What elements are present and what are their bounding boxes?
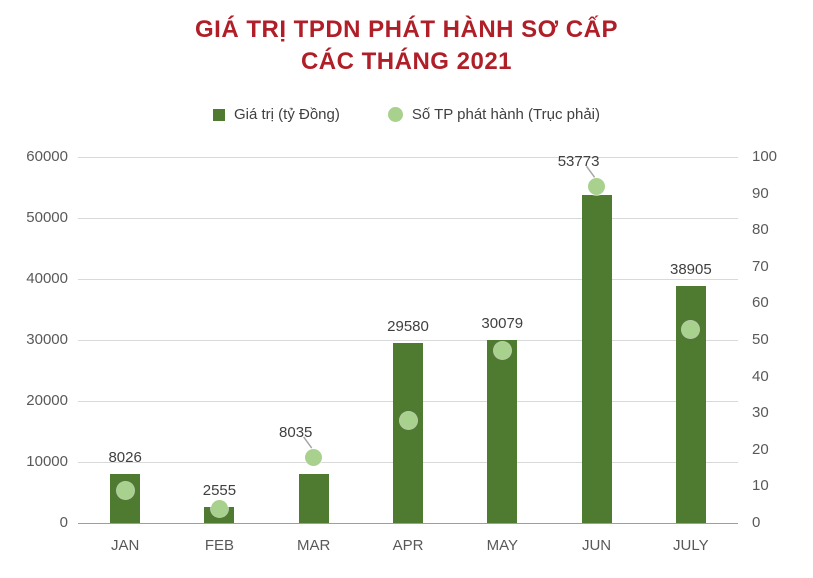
legend-item-bar-series: Giá trị (tỷ Đồng) bbox=[212, 106, 340, 123]
data-point-dot bbox=[493, 342, 511, 360]
legend: Giá trị (tỷ Đồng) Số TP phát hành (Trục … bbox=[0, 106, 813, 123]
left-axis-tick-label: 10000 bbox=[26, 453, 68, 470]
left-axis-tick-label: 30000 bbox=[26, 331, 68, 348]
bar-value-label: 53773 bbox=[557, 153, 600, 171]
right-axis-tick-label: 50 bbox=[752, 331, 769, 348]
right-axis-tick-label: 60 bbox=[752, 294, 769, 312]
right-axis-tick-label: 30 bbox=[752, 404, 769, 422]
bar-value-label: 29580 bbox=[387, 317, 429, 335]
x-axis-baseline bbox=[78, 523, 738, 524]
data-point-dot bbox=[305, 448, 323, 466]
right-axis-tick-label: 70 bbox=[752, 257, 769, 275]
right-axis-tick-label: 40 bbox=[752, 367, 769, 385]
x-axis-category-label: FEB bbox=[204, 537, 235, 554]
bar bbox=[393, 342, 423, 523]
bar bbox=[581, 194, 612, 523]
right-axis-tick-label: 20 bbox=[752, 440, 769, 458]
right-axis-tick-label: 10 bbox=[752, 477, 769, 495]
x-axis-category-label: MAY bbox=[486, 537, 518, 554]
right-axis-tick-label: 90 bbox=[752, 184, 769, 202]
legend-label-bar-series: Giá trị (tỷ Đồng) bbox=[233, 106, 340, 123]
data-point-dot bbox=[399, 412, 417, 430]
legend-label-dot-series: Số TP phát hành (Trục phải) bbox=[411, 106, 601, 123]
x-axis-category-label: JAN bbox=[110, 537, 140, 554]
bar bbox=[487, 339, 518, 523]
bar-value-label: 38905 bbox=[669, 260, 712, 278]
right-axis-tick-label: 80 bbox=[752, 221, 769, 239]
left-axis-tick-label: 60000 bbox=[26, 148, 68, 165]
left-axis-tick-label: 40000 bbox=[26, 270, 68, 287]
x-axis-category-label: JUN bbox=[581, 537, 612, 554]
bar bbox=[298, 473, 329, 523]
bar-series-swatch-icon bbox=[212, 108, 225, 121]
data-point-dot bbox=[682, 320, 700, 338]
bar-value-label: 30079 bbox=[481, 314, 524, 332]
chart-title: GIÁ TRỊ TPDN PHÁT HÀNH SƠ CẤP CÁC THÁNG … bbox=[195, 16, 618, 76]
legend-item-dot-series: Số TP phát hành (Trục phải) bbox=[387, 106, 601, 123]
bar-value-label: 8026 bbox=[108, 449, 142, 467]
dot-series-swatch-icon bbox=[387, 107, 403, 122]
left-axis-tick-label: 20000 bbox=[26, 392, 68, 409]
bar-value-label: 8035 bbox=[279, 424, 313, 442]
data-point-dot bbox=[588, 177, 606, 195]
right-axis-tick-label: 0 bbox=[752, 514, 761, 531]
x-axis-category-label: JULY bbox=[673, 537, 709, 554]
gridline bbox=[78, 218, 738, 219]
data-point-dot bbox=[116, 481, 134, 499]
gridline bbox=[78, 340, 738, 341]
left-axis-tick-label: 50000 bbox=[26, 209, 68, 226]
left-axis-tick-label: 0 bbox=[59, 514, 68, 531]
data-point-dot bbox=[210, 499, 228, 517]
gridline bbox=[78, 157, 738, 158]
gridline bbox=[78, 279, 738, 280]
x-axis-category-label: APR bbox=[392, 537, 424, 554]
x-axis-category-label: MAR bbox=[297, 537, 331, 554]
bar-value-label: 2555 bbox=[202, 482, 237, 500]
right-axis-tick-label: 100 bbox=[752, 148, 778, 165]
